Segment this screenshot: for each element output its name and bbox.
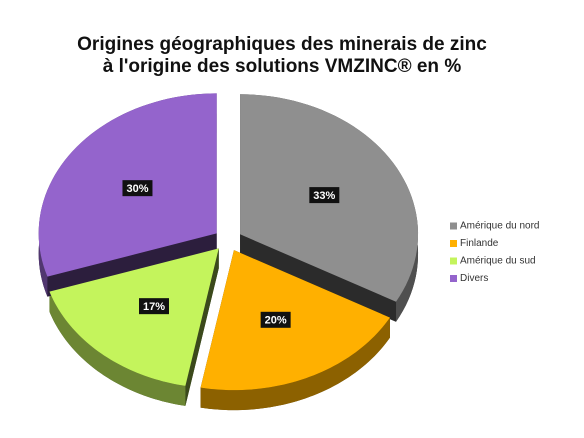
- value-label: 20%: [265, 315, 287, 327]
- legend-label: Amérique du nord: [460, 221, 540, 232]
- legend-swatch: [450, 257, 457, 265]
- slice-outer-side: [49, 291, 186, 406]
- value-label: 17%: [143, 301, 165, 313]
- legend-label: Finlande: [460, 238, 499, 249]
- legend: Amérique du nord Finlande Amérique du sud D…: [450, 221, 540, 284]
- value-label: 33%: [313, 190, 335, 202]
- slice-radial-side: [47, 233, 217, 297]
- value-label-bg: [260, 311, 291, 328]
- slice-radial-side: [240, 234, 397, 322]
- legend-label: Amérique du sud: [460, 256, 536, 267]
- chart-title: Origines géographiques des minerais de z…: [77, 34, 487, 55]
- legend-label: Divers: [460, 273, 488, 284]
- value-label-bg: [138, 298, 169, 315]
- value-label-bg: [122, 180, 153, 197]
- pie-tops: [38, 93, 419, 391]
- slice-radial-side: [185, 248, 219, 406]
- chart-title: à l'origine des solutions VMZINC® en %: [103, 56, 462, 77]
- slice-outer-side: [200, 317, 390, 411]
- value-label: 30%: [126, 183, 148, 195]
- legend-swatch: [450, 222, 457, 230]
- legend-swatch: [450, 275, 457, 282]
- pie-slice: [49, 248, 219, 386]
- legend-swatch: [450, 240, 457, 247]
- value-label-bg: [309, 187, 340, 204]
- value-labels: 33% 20% 17% 30%: [122, 180, 340, 328]
- pie-slice: [200, 250, 390, 391]
